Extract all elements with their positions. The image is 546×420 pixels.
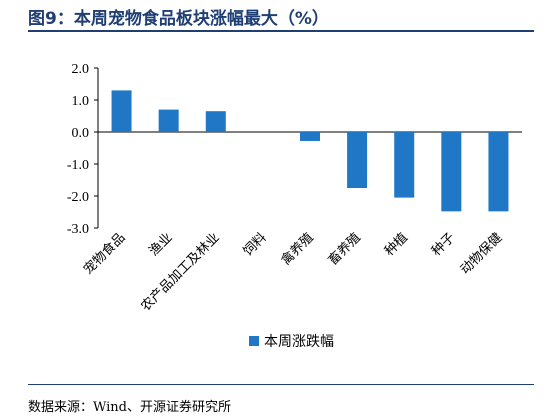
x-tick-label: 动物保健 xyxy=(458,230,505,277)
x-tick-label: 种子 xyxy=(429,230,458,259)
x-tick-label: 禽养殖 xyxy=(278,230,317,269)
y-tick-label: -2.0 xyxy=(67,190,89,205)
bar xyxy=(488,132,509,212)
y-tick-label: 0.0 xyxy=(72,126,90,141)
y-tick-label: 2.0 xyxy=(72,62,90,77)
bar xyxy=(441,132,462,212)
bar xyxy=(111,90,132,132)
y-tick-label: -3.0 xyxy=(67,222,89,237)
bar xyxy=(300,132,320,141)
bar xyxy=(205,111,226,132)
legend-swatch xyxy=(249,336,259,346)
legend-label: 本周涨跌幅 xyxy=(264,334,334,350)
source-note: 数据来源：Wind、开源证券研究所 xyxy=(28,400,231,415)
bar xyxy=(158,109,179,132)
bar xyxy=(394,132,415,198)
x-tick-label: 畜养殖 xyxy=(325,230,364,269)
x-tick-label: 饲料 xyxy=(241,230,270,259)
y-tick-label: 1.0 xyxy=(72,94,90,109)
x-tick-label: 种植 xyxy=(382,230,411,259)
x-tick-label: 渔业 xyxy=(146,230,175,259)
y-tick-label: -1.0 xyxy=(67,158,89,173)
title-divider xyxy=(28,30,534,32)
footer-divider xyxy=(28,384,534,385)
chart-title: 图9：本周宠物食品板块涨幅最大（%） xyxy=(28,9,329,29)
bar xyxy=(347,132,368,188)
